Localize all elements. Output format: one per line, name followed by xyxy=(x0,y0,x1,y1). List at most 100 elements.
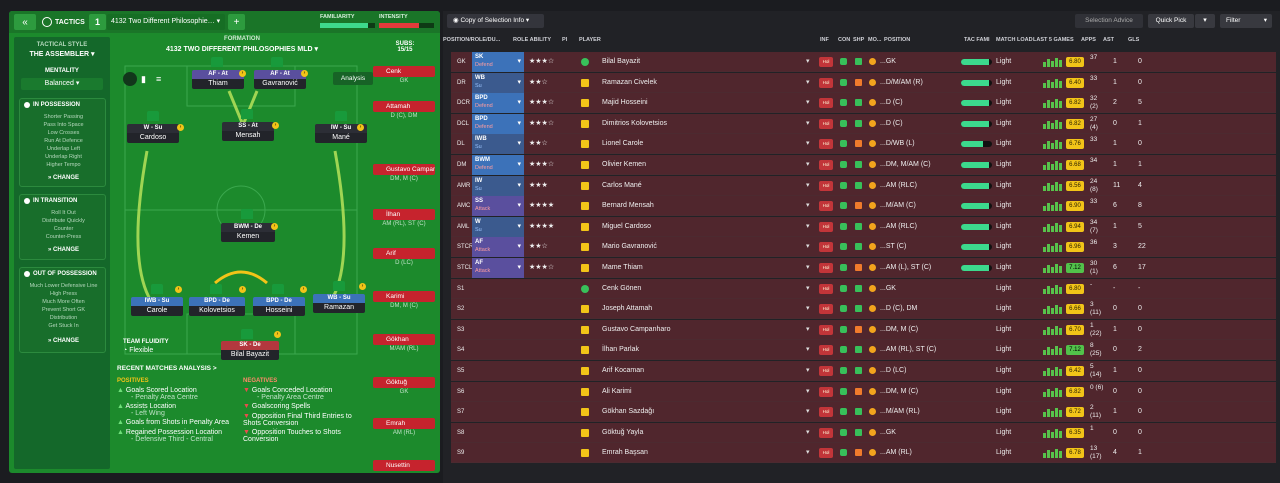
chevron-down-icon[interactable]: ▾ xyxy=(806,408,810,416)
add-tactic-button[interactable]: + xyxy=(228,14,245,30)
chevron-down-icon[interactable]: ▾ xyxy=(806,284,810,292)
shirt-view-icon[interactable] xyxy=(123,72,137,86)
role-selector[interactable]: BWM Defend ▾ xyxy=(472,155,524,175)
sub-slot[interactable]: Arif D (LC) xyxy=(373,248,435,266)
chevron-down-icon[interactable]: ▾ xyxy=(806,346,810,354)
table-row[interactable]: STCR AF Attack ▾ ★★☆ Mario Gavranović ▾ Hol ...S… xyxy=(451,237,1276,258)
table-row[interactable]: S5 Arif Kocaman ▾ Hol ...D (LC) Light 6.42 5 (1… xyxy=(451,361,1276,381)
player-name[interactable]: Emrah Başsan xyxy=(602,449,648,457)
quick-pick-menu[interactable]: ▾ xyxy=(1195,14,1215,28)
table-row[interactable]: S8 Göktuğ Yayla ▾ Hol ...GK Light 6.35 1 0 0 xyxy=(451,422,1276,443)
instruction-ball-icon[interactable]: › xyxy=(271,223,278,230)
player-name[interactable]: Mame Thiam xyxy=(602,264,643,271)
sub-slot[interactable]: Göktuğ GK xyxy=(373,377,435,395)
instruction-ball-icon[interactable]: › xyxy=(239,286,246,293)
chevron-down-icon[interactable]: ▾ xyxy=(806,58,810,65)
instruction-ball-icon[interactable]: › xyxy=(175,286,182,293)
table-row[interactable]: DM BWM Defend ▾ ★★★☆ Olivier Kemen ▾ Hol ...DM, … xyxy=(451,155,1276,175)
table-row[interactable]: DCL BPD Defend ▾ ★★★☆ Dimitrios Kolovetsios ▾ H… xyxy=(451,113,1276,134)
role-selector[interactable]: SS Attack ▾ xyxy=(472,196,524,217)
player-shirt[interactable] xyxy=(151,284,163,294)
chevron-down-icon[interactable]: ▾ xyxy=(806,305,810,313)
col-header-gls[interactable]: GLS xyxy=(1128,37,1140,43)
copy-selection-dropdown[interactable]: ◉ Copy of Selection Info ▾ xyxy=(447,14,544,28)
pitch-position-dcl[interactable]: BPD - De Kolovetsios xyxy=(189,297,245,316)
col-header-con[interactable]: CON xyxy=(838,37,851,43)
table-row[interactable]: S4 İlhan Parlak ▾ Hol ...AM (RL), ST (C) Ligh… xyxy=(451,340,1276,361)
instruction-ball-icon[interactable]: › xyxy=(274,331,281,338)
role-selector[interactable]: AF Attack ▾ xyxy=(472,237,524,258)
chevron-down-icon[interactable]: ▾ xyxy=(806,264,810,271)
role-selector[interactable]: BPD Defend ▾ xyxy=(472,93,524,114)
pitch-position-gk[interactable]: SK - De Bilal Bayazit xyxy=(221,341,279,360)
col-header-position[interactable]: POSITION xyxy=(884,37,911,43)
player-name[interactable]: Bilal Bayazit xyxy=(602,58,641,65)
sub-slot[interactable]: Gustavo CampanharoDM, M (C) xyxy=(373,164,435,182)
table-row[interactable]: DCR BPD Defend ▾ ★★★☆ Majid Hosseini ▾ Hol ...D … xyxy=(451,93,1276,114)
role-selector[interactable]: SK Defend ▾ xyxy=(472,52,524,72)
player-shirt[interactable] xyxy=(335,111,347,121)
chevron-down-icon[interactable]: ▾ xyxy=(806,202,810,210)
chevron-down-icon[interactable]: ▾ xyxy=(806,78,810,86)
table-row[interactable]: S1 Cenk Gönen ▾ Hol ...GK Light 6.80- - - xyxy=(451,278,1276,299)
player-shirt[interactable] xyxy=(333,281,345,291)
chevron-down-icon[interactable]: ▾ xyxy=(806,367,810,374)
player-name[interactable]: Ali Karimi xyxy=(602,387,632,395)
col-header-last-5-games[interactable]: LAST 5 GAMES xyxy=(1033,37,1074,43)
player-name[interactable]: Cenk Gönen xyxy=(602,284,642,292)
chevron-down-icon[interactable]: ▾ xyxy=(806,428,810,436)
chevron-down-icon[interactable]: ▾ xyxy=(806,243,810,251)
change-button[interactable]: » CHANGE xyxy=(20,247,107,253)
change-button[interactable]: » CHANGE xyxy=(20,175,107,181)
instruction-ball-icon[interactable]: › xyxy=(177,124,184,131)
table-row[interactable]: STCL AF Attack ▾ ★★★☆ Mame Thiam ▾ Hol ...AM (L)… xyxy=(451,258,1276,278)
pitch-position-amc[interactable]: SS - At Mensah xyxy=(222,122,274,141)
chevron-down-icon[interactable]: ▾ xyxy=(806,161,810,168)
col-header-ast[interactable]: AST xyxy=(1103,37,1114,43)
player-shirt[interactable] xyxy=(241,329,253,339)
table-row[interactable]: S3 Gustavo Campanharo ▾ Hol ...DM, M (C) Ligh… xyxy=(451,319,1276,340)
player-shirt[interactable] xyxy=(271,57,283,67)
player-shirt[interactable] xyxy=(241,209,253,219)
stats-view-icon[interactable]: ▮ xyxy=(141,74,146,84)
table-row[interactable]: S6 Ali Karimi ▾ Hol ...DM, M (C) Light 6.82 0 (… xyxy=(451,381,1276,402)
analysis-title[interactable]: RECENT MATCHES ANALYSIS > xyxy=(117,365,217,372)
col-header-inf[interactable]: INF xyxy=(820,37,829,43)
view-toggle-icons[interactable]: ▮ ≡ xyxy=(123,72,171,86)
pitch-position-stcr[interactable]: AF - At Gavranović xyxy=(254,70,306,89)
player-name[interactable]: Majid Hosseini xyxy=(602,99,648,107)
chevron-down-icon[interactable]: ▾ xyxy=(806,119,810,127)
tactic-name-dropdown[interactable]: 4132 Two Different Philosophie… ▾ xyxy=(107,14,225,30)
col-header-shp[interactable]: SHP xyxy=(853,37,865,43)
role-selector[interactable]: IW Su ▾ xyxy=(472,175,524,196)
chevron-down-icon[interactable]: ▾ xyxy=(806,140,810,148)
filter-button[interactable]: Filter ▾ xyxy=(1220,14,1272,28)
chevron-down-icon[interactable]: ▾ xyxy=(806,387,810,395)
col-header-player[interactable]: PLAYER xyxy=(579,37,601,43)
pitch-position-aml[interactable]: W - Su Cardoso xyxy=(127,124,179,143)
sub-slot[interactable]: Cenk GK xyxy=(373,66,435,84)
instruction-ball-icon[interactable]: › xyxy=(239,70,246,77)
sub-slot[interactable]: Nusettin xyxy=(373,460,435,471)
chevron-down-icon[interactable]: ▾ xyxy=(806,181,810,189)
player-name[interactable]: Lionel Carole xyxy=(602,140,644,148)
col-header-morale[interactable]: MO... xyxy=(868,37,882,43)
pitch-position-dl[interactable]: IWB - Su Carole xyxy=(131,297,183,316)
formation-dropdown[interactable]: 4132 TWO DIFFERENT PHILOSOPHIES MLD ▾ xyxy=(117,45,367,53)
player-name[interactable]: Gökhan Sazdağı xyxy=(602,408,655,416)
player-name[interactable]: Dimitrios Kolovetsios xyxy=(602,119,667,127)
pitch-position-dm[interactable]: BWM - De Kemen xyxy=(221,223,275,242)
player-shirt[interactable] xyxy=(241,109,253,119)
chevron-down-icon[interactable]: ▾ xyxy=(806,99,810,107)
instruction-ball-icon[interactable]: › xyxy=(301,70,308,77)
instruction-ball-icon[interactable]: › xyxy=(272,122,279,129)
instruction-ball-icon[interactable]: › xyxy=(359,283,366,290)
table-row[interactable]: S7 Gökhan Sazdağı ▾ Hol ...M/AM (RL) Light 6.7… xyxy=(451,402,1276,423)
player-shirt[interactable] xyxy=(210,284,222,294)
change-button[interactable]: » CHANGE xyxy=(20,338,107,344)
quick-pick-button[interactable]: Quick Pick xyxy=(1148,14,1194,28)
col-header-position-role[interactable]: POSITION/ROLE/DU... xyxy=(443,37,501,43)
pitch-position-dr[interactable]: WB - Su Ramazan xyxy=(313,294,365,313)
role-selector[interactable]: AF Attack ▾ xyxy=(472,258,524,278)
chevron-down-icon[interactable]: ▾ xyxy=(806,222,810,230)
